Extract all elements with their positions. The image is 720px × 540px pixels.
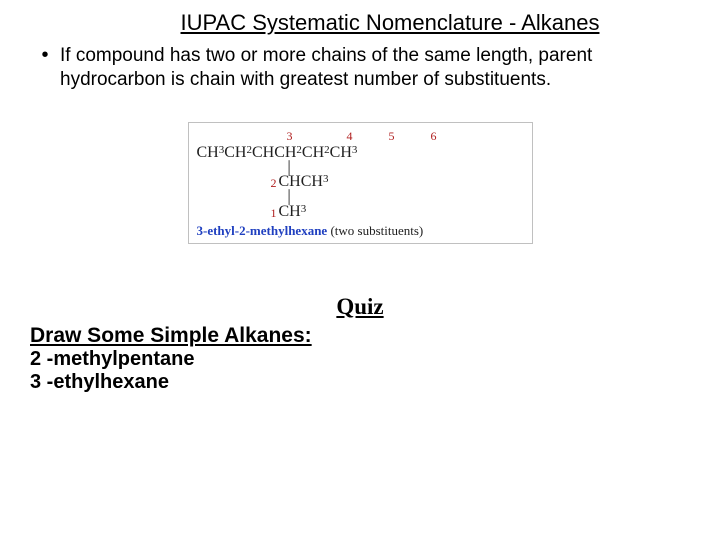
quiz-item-2: 3 -ethylhexane (30, 371, 690, 394)
quiz-section: Quiz Draw Some Simple Alkanes: 2 -methyl… (30, 294, 690, 394)
quiz-subheading: Draw Some Simple Alkanes: (30, 324, 690, 348)
locant-3: 3 (273, 129, 307, 144)
quiz-heading: Quiz (30, 294, 690, 320)
locant-2: 2 (271, 176, 277, 191)
page-title: IUPAC Systematic Nomenclature - Alkanes (90, 10, 690, 36)
bond-line-1: │ (285, 162, 293, 174)
sub-mid: 3 (323, 173, 329, 185)
bullet-marker: • (30, 44, 60, 67)
locant-4: 4 (307, 129, 353, 144)
sub-bot: 3 (301, 203, 307, 215)
structure-caption: 3-ethyl-2-methylhexane (two substituents… (197, 223, 524, 239)
frag-c1: CH (197, 144, 219, 162)
rule-block: • If compound has two or more chains of … (30, 44, 690, 92)
structure-diagram: 3 4 5 6 CH3 CH2 CHCH2 CH2 CH3 │ 2 CHCH3 … (188, 122, 533, 244)
caption-note: (two substituents) (327, 223, 423, 238)
sub-c5: 3 (352, 144, 358, 156)
branch-2: 1 CH3 (271, 203, 524, 221)
frag-c2: CH (224, 144, 246, 162)
quiz-item-1: 2 -methylpentane (30, 348, 690, 371)
frag-c3: CHCH (252, 144, 296, 162)
frag-bot: CH (279, 203, 301, 221)
frag-c4: CH (302, 144, 324, 162)
iupac-name: 3-ethyl-2-methylhexane (197, 223, 328, 238)
locant-1: 1 (271, 206, 277, 221)
frag-c5: CH (330, 144, 352, 162)
locant-row: 3 4 5 6 (197, 129, 524, 144)
main-chain: CH3 CH2 CHCH2 CH2 CH3 (197, 144, 524, 162)
rule-text: If compound has two or more chains of th… (60, 44, 690, 92)
locant-6: 6 (395, 129, 437, 144)
locant-5: 5 (353, 129, 395, 144)
bond-line-2: │ (285, 191, 293, 203)
branch-1: 2 CHCH3 (271, 173, 524, 191)
